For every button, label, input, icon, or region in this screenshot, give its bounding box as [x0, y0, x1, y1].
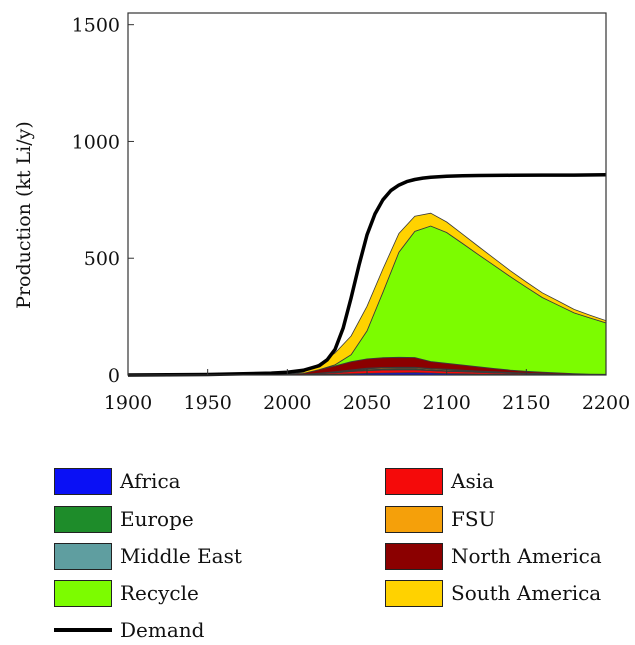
legend-label-asia: Asia [451, 469, 495, 493]
legend-swatch-europe [54, 505, 112, 533]
x-tick-label: 2150 [502, 392, 550, 414]
y-tick-label: 500 [84, 248, 120, 270]
legend-item-europe: Europe [54, 504, 194, 534]
demand-line [127, 173, 607, 377]
production-chart: 1900 1950 2000 2050 2100 2150 2200 0 500 1000 150… [13, 12, 630, 414]
legend-label-middle-east: Middle East [120, 544, 242, 568]
legend-label-south-america: South America [451, 581, 602, 605]
legend-item-recycle: Recycle [54, 578, 199, 608]
legend-swatch-asia [385, 467, 443, 495]
y-axis: 0 500 1000 1500 [72, 15, 134, 387]
x-tick-label: 1950 [183, 392, 231, 414]
x-tick-label: 1900 [104, 392, 152, 414]
legend-item-south-america: South America [385, 578, 601, 608]
legend-item-middle-east: Middle East [54, 541, 242, 571]
legend-swatch-north-america [385, 542, 443, 570]
legend-swatch-africa [54, 467, 112, 495]
legend-swatch-fsu [385, 505, 443, 533]
demand-layer [127, 173, 607, 377]
area-recycle [127, 225, 607, 376]
legend-label-europe: Europe [120, 507, 194, 531]
legend-item-north-america: North America [385, 541, 602, 571]
y-tick-label: 0 [108, 365, 120, 387]
x-tick-label: 2000 [263, 392, 311, 414]
x-tick-label: 2100 [422, 392, 470, 414]
legend-item-fsu: FSU [385, 504, 495, 534]
y-axis-title: Production (kt Li/y) [13, 121, 35, 309]
legend-label-fsu: FSU [451, 507, 496, 531]
x-tick-label: 2050 [343, 392, 391, 414]
x-tick-label: 2200 [582, 392, 630, 414]
legend-label-north-america: North America [451, 544, 602, 568]
legend-swatch-recycle [54, 579, 112, 607]
legend-line-demand [54, 628, 112, 632]
legend-swatch-south-america [385, 579, 443, 607]
y-tick-label: 1500 [72, 15, 120, 37]
legend-label-recycle: Recycle [120, 581, 199, 605]
legend-item-africa: Africa [54, 466, 181, 496]
legend-item-demand: Demand [54, 615, 204, 645]
legend-item-asia: Asia [385, 466, 494, 496]
legend-swatch-middle-east [54, 542, 112, 570]
legend-label-africa: Africa [120, 469, 181, 493]
y-tick-label: 1000 [72, 131, 120, 153]
legend-label-demand: Demand [120, 618, 205, 642]
x-axis: 1900 1950 2000 2050 2100 2150 2200 [104, 369, 630, 414]
